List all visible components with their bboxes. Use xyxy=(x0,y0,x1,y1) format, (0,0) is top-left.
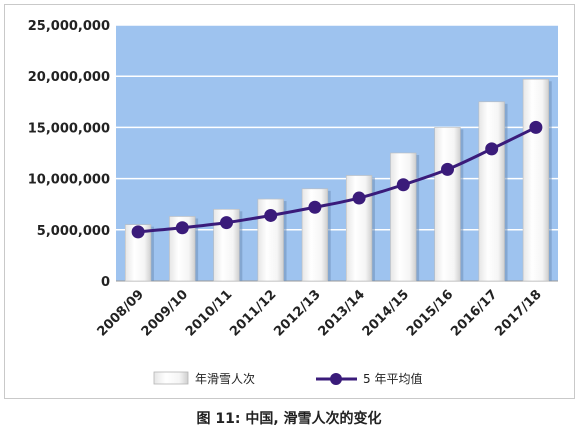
line-point-2016/17 xyxy=(485,142,499,156)
line-point-2008/09 xyxy=(131,225,145,239)
line-point-2011/12 xyxy=(264,208,278,222)
bar-2013/14 xyxy=(345,175,373,282)
legend-bar-swatch xyxy=(153,371,189,385)
x-axis-ticks: 2008/092009/102010/112011/122012/132013/… xyxy=(95,287,545,339)
line-point-2014/15 xyxy=(396,178,410,192)
line-point-2009/10 xyxy=(175,221,189,235)
x-tick-label: 2014/15 xyxy=(360,287,412,339)
y-tick-label: 0 xyxy=(101,275,110,290)
figure-caption: 图 11: 中国, 滑雪人次的变化 xyxy=(196,411,382,427)
x-tick-label: 2013/14 xyxy=(316,287,368,339)
x-tick-label: 2017/18 xyxy=(492,287,544,339)
y-tick-label: 20,000,000 xyxy=(28,70,110,85)
line-series xyxy=(131,120,543,239)
line-point-2017/18 xyxy=(529,120,543,134)
legend: 年滑雪人次 5 年平均值 xyxy=(153,371,422,386)
y-tick-label: 25,000,000 xyxy=(28,19,110,34)
y-tick-label: 15,000,000 xyxy=(28,121,110,136)
bar-2015/16 xyxy=(434,127,461,282)
x-tick-label: 2015/16 xyxy=(404,287,456,339)
chart-frame: 0 5,000,000 10,000,000 15,000,000 20,000,000… xyxy=(4,4,575,399)
legend-line-marker xyxy=(330,373,342,385)
bar-2017/18 xyxy=(522,78,550,282)
x-tick-label: 2011/12 xyxy=(227,287,279,339)
x-tick-label: 2012/13 xyxy=(271,287,323,339)
x-tick-label: 2008/09 xyxy=(95,287,147,339)
chart-svg: 0 5,000,000 10,000,000 15,000,000 20,000,000… xyxy=(28,19,558,386)
line-point-2010/11 xyxy=(220,216,233,230)
x-tick-label: 2010/11 xyxy=(183,287,235,339)
bar-2016/17 xyxy=(478,101,505,282)
y-tick-label: 5,000,000 xyxy=(37,224,110,239)
line-point-2015/16 xyxy=(441,162,454,176)
y-tick-label: 10,000,000 xyxy=(28,173,110,188)
line-point-2012/13 xyxy=(308,200,322,214)
y-axis-ticks: 0 5,000,000 10,000,000 15,000,000 20,000,000… xyxy=(28,19,110,290)
x-tick-label: 2016/17 xyxy=(448,287,500,339)
legend-label-line: 5 年平均值 xyxy=(363,371,422,386)
x-tick-label: 2009/10 xyxy=(139,287,191,339)
line-path xyxy=(137,126,537,234)
line-point-2013/14 xyxy=(352,191,366,205)
bar-2014/15 xyxy=(390,152,417,282)
legend-label-bar: 年滑雪人次 xyxy=(195,372,255,386)
